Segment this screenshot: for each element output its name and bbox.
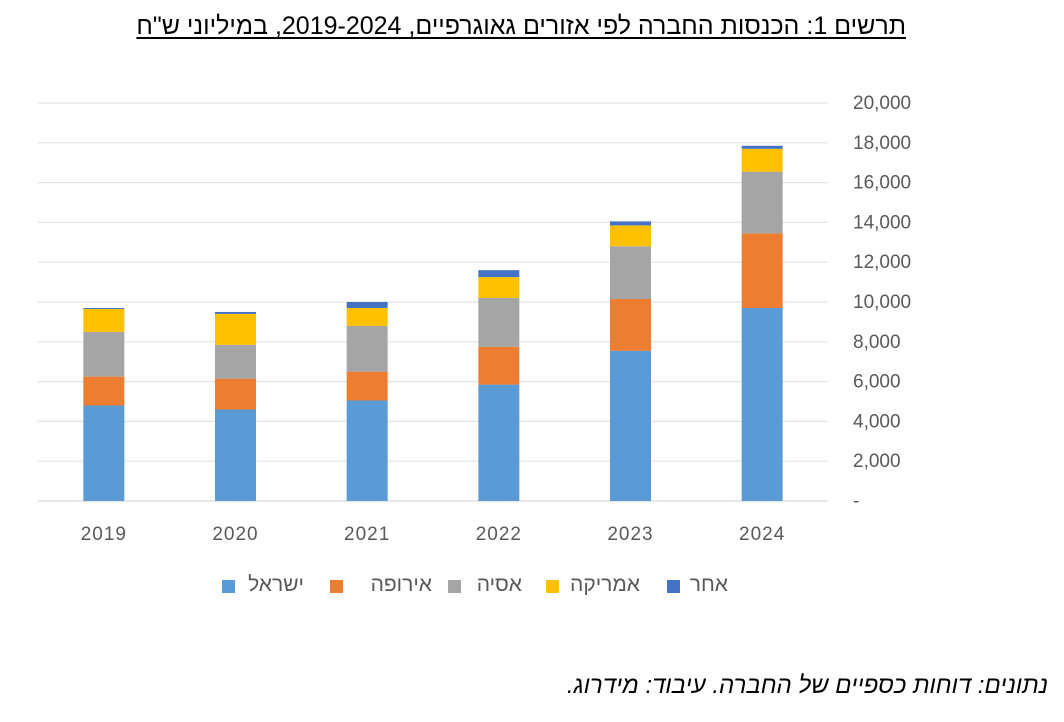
bar-segment [741,145,783,149]
y-tick-label: 14,000 [853,212,911,233]
bar-segment [215,344,256,379]
bar-segment [610,350,651,501]
bar-segment [83,307,125,309]
bar-segment [346,325,388,372]
y-tick-label: 6,000 [853,372,901,393]
x-tick-label: 2021 [344,524,390,545]
bar-segment [346,307,388,326]
x-tick-label: 2023 [607,524,653,545]
y-tick-label: 4,000 [853,411,901,432]
bar-segment [215,378,256,410]
legend-label: אמריקה [570,573,640,596]
x-tick-label: 2022 [476,524,522,545]
bars [83,145,783,501]
legend-label: אחר [690,573,728,596]
bar-segment [346,371,388,401]
x-tick-label: 2024 [739,524,785,545]
bar-segment [741,307,783,501]
legend-swatch [330,580,343,593]
y-tick-label: 12,000 [853,252,911,273]
legend-label: אירופה [371,573,432,596]
bar-segment [741,233,783,308]
bar-segment [478,298,520,347]
y-tick-label: 18,000 [853,133,911,154]
bar-segment [610,246,651,300]
bar-segment [215,311,256,314]
legend-swatch [448,580,461,593]
bar-segment [478,270,520,278]
legend-swatch [222,580,235,593]
bar-segment [346,302,388,308]
y-tick-label: 8,000 [853,332,901,353]
bar-segment [83,331,125,377]
bar-segment [478,384,520,501]
bar-segment [83,376,125,406]
y-tick-label: 20,000 [853,93,911,114]
page-title: תרשים 1: הכנסות החברה לפי אזורים גאוגרפי… [136,12,906,40]
legend: ישראל אירופה אסיה אמריקה אחר [222,573,728,596]
bar-segment [83,405,125,501]
y-tick-labels: - 2,000 4,000 6,000 8,000 10,000 12,000 14,000 1… [853,93,911,512]
x-tick-label: 2019 [81,524,127,545]
bar-segment [610,221,651,226]
bar-segment [741,148,783,172]
legend-label: אסיה [477,573,522,596]
legend-swatch [667,580,680,593]
bar-segment [610,225,651,247]
x-tick-labels: 2019 2020 2021 2022 2023 2024 [81,524,785,545]
bar-segment [478,346,520,385]
bar-segment [83,308,125,332]
gridlines [38,102,828,502]
y-tick-label: 10,000 [853,292,911,313]
bar-segment [610,299,651,351]
bar-segment [741,171,783,234]
legend-label: ישראל [248,573,304,596]
y-tick-label: - [853,491,859,512]
bar-segment [346,400,388,501]
y-tick-label: 2,000 [853,451,901,472]
legend-swatch [546,580,559,593]
y-tick-label: 16,000 [853,173,911,194]
source-note: נתונים: דוחות כספיים של החברה. עיבוד: מי… [566,672,1048,699]
bar-segment [215,409,256,501]
bar-segment [215,313,256,345]
x-tick-label: 2020 [212,524,258,545]
bar-segment [478,277,520,299]
